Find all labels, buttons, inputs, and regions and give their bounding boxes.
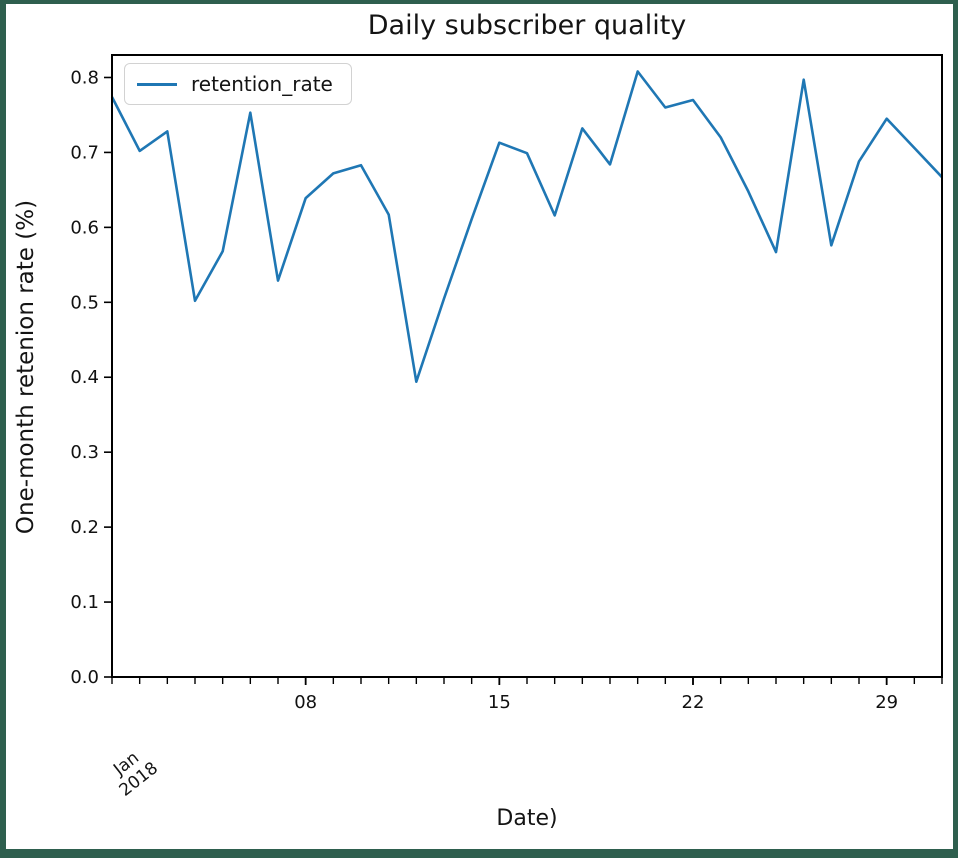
- plot-frame: [111, 54, 943, 678]
- y-tick-label: 0.8: [70, 67, 99, 88]
- y-tick-label: 0.2: [70, 517, 99, 538]
- x-tick-label: 15: [488, 692, 511, 713]
- y-tick-label: 0.7: [70, 142, 99, 163]
- y-tick-label: 0.4: [70, 367, 99, 388]
- axis-ticks: 0.0 0.1 0.2 0.3 0.4 0.5 0.6 0.7 0.8 08 15 22 29: [70, 67, 943, 713]
- y-tick-label: 0.3: [70, 442, 99, 463]
- y-tick-label: 0.0: [70, 667, 99, 688]
- retention-rate-line: [110, 70, 943, 384]
- chart-title: Daily subscriber quality: [367, 10, 687, 41]
- legend-label: retention_rate: [191, 72, 333, 96]
- x-tick-label: 29: [875, 692, 898, 713]
- legend: retention_rate: [124, 63, 352, 105]
- y-tick-label: 0.6: [70, 217, 99, 238]
- x-tick-label: 08: [294, 692, 317, 713]
- y-axis-label: One-month retenion rate (%): [13, 199, 39, 535]
- x-axis-label: Date): [496, 806, 558, 831]
- y-tick-label: 0.5: [70, 292, 99, 313]
- y-tick-label: 0.1: [70, 592, 99, 613]
- legend-line-icon: [137, 82, 177, 86]
- x-tick-label: 22: [682, 692, 705, 713]
